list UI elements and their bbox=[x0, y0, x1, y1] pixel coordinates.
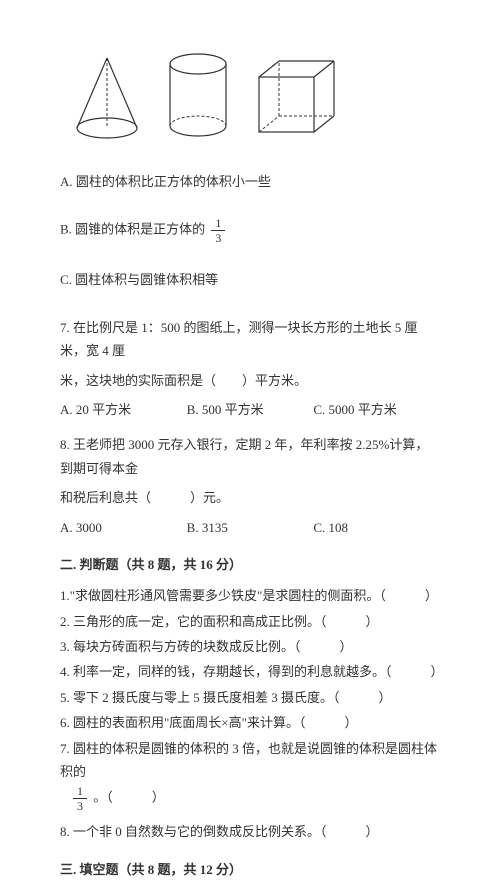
cube-shape bbox=[251, 55, 341, 140]
q8-choice-b: B. 3135 bbox=[187, 516, 314, 539]
q7-choice-b: B. 500 平方米 bbox=[187, 398, 314, 421]
judge-8: 8. 一个非 0 自然数与它的倒数成反比例关系。（ ） bbox=[60, 820, 440, 843]
judge-6: 6. 圆柱的表面积用"底面周长×高"来计算。（ ） bbox=[60, 711, 440, 734]
judge-7-suffix: 。（ ） bbox=[93, 790, 165, 805]
q8-choices: A. 3000 B. 3135 C. 108 bbox=[60, 516, 440, 539]
section3-title: 三. 填空题（共 8 题，共 12 分） bbox=[60, 858, 440, 881]
q7-line1: 7. 在比例尺是 1：500 的图纸上，测得一块长方形的土地长 5 厘米，宽 4… bbox=[60, 316, 440, 363]
judge-7b: 1 3 。（ ） bbox=[70, 785, 440, 812]
judge-2: 2. 三角形的底一定，它的面积和高成正比例。（ ） bbox=[60, 610, 440, 633]
q8-line1: 8. 王老师把 3000 元存入银行，定期 2 年，年利率按 2.25%计算，到… bbox=[60, 433, 440, 480]
q7-choice-a: A. 20 平方米 bbox=[60, 398, 187, 421]
frac-num-b: 1 bbox=[73, 785, 87, 799]
section2-title: 二. 判断题（共 8 题，共 16 分） bbox=[60, 553, 440, 576]
q7-choice-c: C. 5000 平方米 bbox=[313, 398, 440, 421]
judge-3: 3. 每块方砖面积与方砖的块数成反比例。（ ） bbox=[60, 635, 440, 658]
q7-choices: A. 20 平方米 B. 500 平方米 C. 5000 平方米 bbox=[60, 398, 440, 421]
fraction-1-3: 1 3 bbox=[211, 217, 225, 244]
q8-line2: 和税后利息共（ ）元。 bbox=[60, 486, 440, 509]
judge-1: 1."求做圆柱形通风管需要多少铁皮"是求圆柱的侧面积。（ ） bbox=[60, 584, 440, 607]
q7-line2: 米，这块地的实际面积是（ ）平方米。 bbox=[60, 369, 440, 392]
cylinder-shape bbox=[163, 50, 233, 140]
judge-7: 7. 圆柱的体积是圆锥的体积的 3 倍，也就是说圆锥的体积是圆柱体积的 bbox=[60, 737, 440, 784]
q8-choice-c: C. 108 bbox=[313, 516, 440, 539]
frac-den: 3 bbox=[211, 231, 225, 244]
shapes-row bbox=[70, 50, 440, 140]
q6-option-a: A. 圆柱的体积比正方体的体积小一些 bbox=[60, 170, 440, 193]
judge-7-text: 7. 圆柱的体积是圆锥的体积的 3 倍，也就是说圆锥的体积是圆柱体积的 bbox=[60, 741, 437, 779]
frac-den-b: 3 bbox=[73, 799, 87, 812]
frac-num: 1 bbox=[211, 217, 225, 231]
q6-option-b: B. 圆锥的体积是正方体的 1 3 bbox=[60, 217, 440, 244]
judge-5: 5. 零下 2 摄氏度与零上 5 摄氏度相差 3 摄氏度。（ ） bbox=[60, 686, 440, 709]
fraction-1-3b: 1 3 bbox=[73, 785, 87, 812]
judge-4: 4. 利率一定，同样的钱，存期越长，得到的利息就越多。（ ） bbox=[60, 660, 440, 683]
cone-shape bbox=[70, 50, 145, 140]
q6-optb-prefix: B. 圆锥的体积是正方体的 bbox=[60, 222, 205, 237]
q6-option-c: C. 圆柱体积与圆锥体积相等 bbox=[60, 268, 440, 291]
q8-choice-a: A. 3000 bbox=[60, 516, 187, 539]
